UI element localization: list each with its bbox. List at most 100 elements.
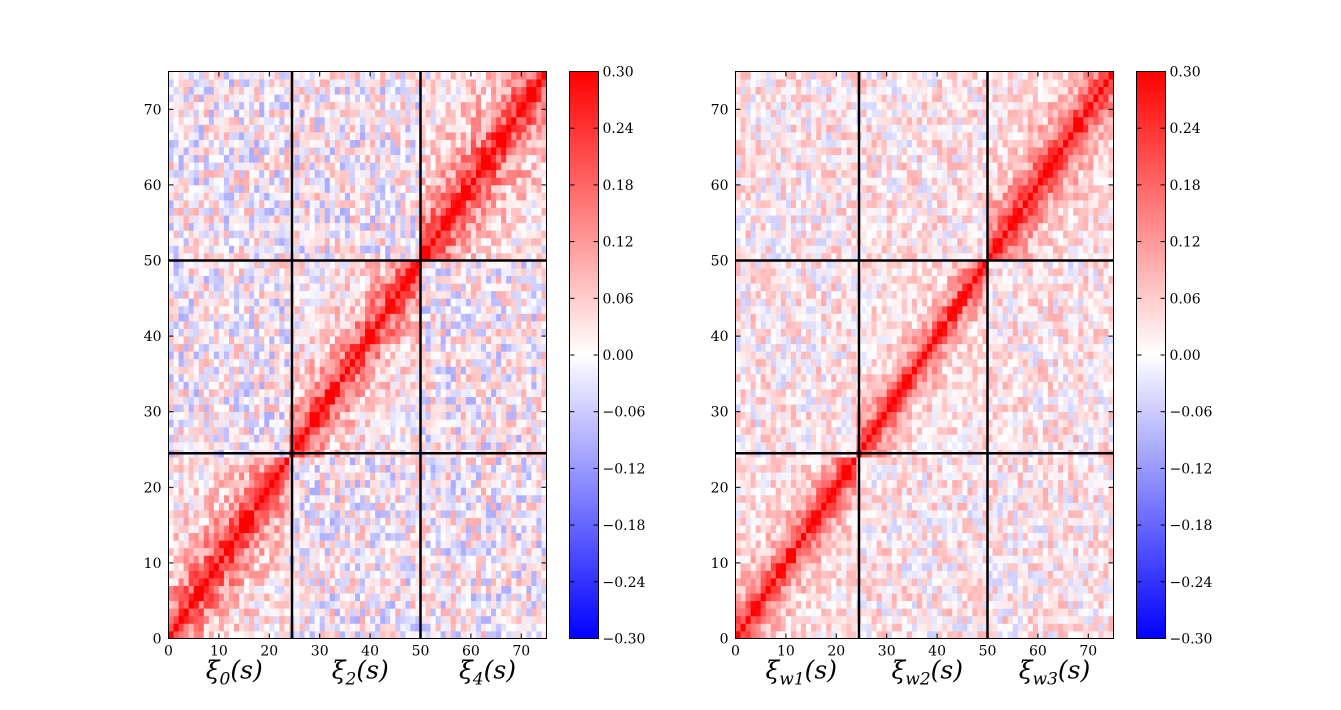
heatmap-cell — [228, 373, 235, 382]
heatmap-cell — [541, 434, 547, 443]
heatmap-cell — [385, 600, 391, 609]
heatmap-cell — [173, 283, 179, 292]
heatmap-cell — [178, 154, 185, 163]
heatmap-cell — [329, 555, 336, 564]
heatmap-cell — [440, 358, 447, 367]
heatmap-cell — [259, 328, 265, 337]
heatmap-cell — [178, 623, 185, 632]
heatmap-cell — [173, 260, 179, 269]
heatmap-cell — [521, 585, 527, 594]
heatmap-cell — [410, 147, 416, 156]
heatmap-cell — [324, 222, 331, 231]
heatmap-cell — [455, 502, 462, 511]
heatmap-cell — [435, 547, 442, 556]
heatmap-cell — [294, 562, 300, 571]
heatmap-cell — [536, 509, 542, 518]
heatmap-cell — [450, 252, 457, 261]
heatmap-cell — [360, 320, 366, 329]
heatmap-cell — [354, 215, 361, 224]
heatmap-cell — [385, 555, 391, 564]
heatmap-cell — [344, 457, 351, 466]
heatmap-cell — [344, 593, 351, 602]
heatmap-cell — [375, 207, 381, 216]
heatmap-cell — [460, 290, 467, 299]
heatmap-cell — [284, 457, 290, 466]
heatmap-cell — [239, 434, 245, 443]
heatmap-cell — [410, 381, 416, 390]
heatmap-cell — [511, 245, 517, 254]
heatmap-cell — [501, 540, 507, 549]
heatmap-cell — [234, 351, 240, 360]
heatmap-cell — [218, 215, 225, 224]
heatmap-cell — [198, 404, 205, 413]
heatmap-cell — [385, 593, 391, 602]
heatmap-cell — [480, 441, 487, 450]
heatmap-cell — [173, 245, 179, 254]
heatmap-cell — [440, 525, 447, 534]
heatmap-cell — [173, 351, 179, 360]
heatmap-cell — [349, 472, 356, 481]
heatmap-cell — [470, 147, 477, 156]
heatmap-cell — [334, 336, 341, 345]
heatmap-cell — [516, 472, 522, 481]
heatmap-cell — [501, 623, 507, 632]
heatmap-cell — [470, 245, 477, 254]
heatmap-cell — [450, 585, 457, 594]
heatmap-cell — [491, 139, 497, 148]
heatmap-cell — [228, 608, 235, 617]
heatmap-cell — [370, 305, 376, 314]
heatmap-cell — [203, 419, 210, 428]
heatmap-cell — [506, 464, 512, 473]
heatmap-cell — [324, 290, 331, 299]
heatmap-cell — [208, 419, 215, 428]
heatmap-cell — [324, 162, 331, 171]
heatmap-cell — [223, 177, 230, 186]
heatmap-cell — [536, 222, 542, 231]
heatmap-cell — [228, 600, 235, 609]
heatmap-cell — [309, 245, 316, 254]
heatmap-cell — [218, 615, 225, 624]
heatmap-cell — [193, 313, 200, 322]
heatmap-cell — [354, 366, 361, 375]
heatmap-cell — [223, 222, 230, 231]
heatmap-cell — [198, 441, 205, 450]
heatmap-cell — [249, 169, 255, 178]
heatmap-cell — [390, 336, 396, 345]
heatmap-cell — [304, 615, 311, 624]
heatmap-cell — [491, 562, 497, 571]
heatmap-cell — [249, 623, 255, 632]
heatmap-cell — [420, 570, 426, 579]
heatmap-cell — [168, 290, 174, 299]
heatmap-cell — [506, 215, 512, 224]
heatmap-cell — [430, 547, 437, 556]
heatmap-cell — [339, 487, 346, 496]
heatmap-cell — [334, 320, 341, 329]
heatmap-cell — [536, 479, 542, 488]
heatmap-cell — [536, 320, 542, 329]
heatmap-cell — [506, 404, 512, 413]
heatmap-cell — [536, 525, 542, 534]
heatmap-cell — [375, 154, 381, 163]
heatmap-cell — [465, 509, 472, 518]
heatmap-cell — [269, 623, 275, 632]
heatmap-cell — [410, 358, 416, 367]
heatmap-cell — [304, 268, 311, 277]
heatmap-cell — [511, 555, 517, 564]
heatmap-cell — [465, 457, 472, 466]
heatmap-cell — [218, 502, 225, 511]
heatmap-cell — [425, 494, 431, 503]
heatmap-cell — [329, 192, 336, 201]
heatmap-cell — [501, 260, 507, 269]
heatmap-cell — [360, 283, 366, 292]
heatmap-cell — [445, 237, 452, 246]
heatmap-cell — [415, 245, 421, 254]
heatmap-cell — [239, 419, 245, 428]
heatmap-cell — [168, 479, 174, 488]
heatmap-cell — [511, 268, 517, 277]
heatmap-cell — [405, 381, 411, 390]
heatmap-cell — [380, 169, 386, 178]
heatmap-cell — [496, 260, 502, 269]
heatmap-cell — [375, 222, 381, 231]
heatmap-cell — [329, 494, 336, 503]
heatmap-cell — [254, 630, 260, 639]
